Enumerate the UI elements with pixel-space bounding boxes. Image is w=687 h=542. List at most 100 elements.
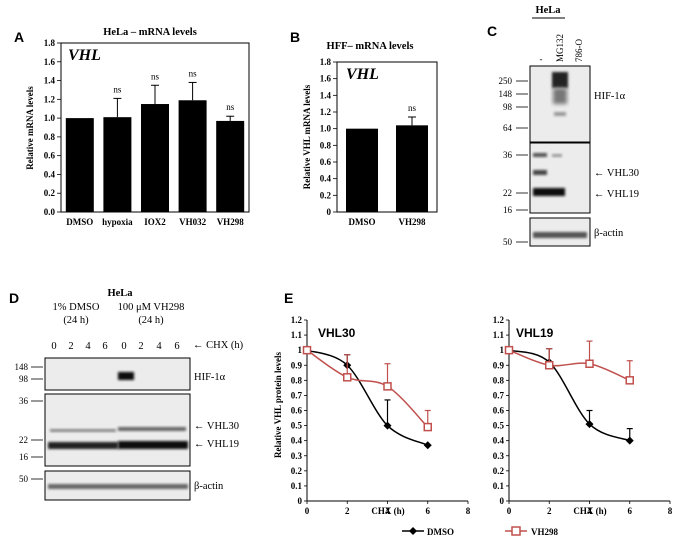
x-tick-label: 2 [547, 506, 552, 516]
chart-b-title: HFF– mRNA levels [327, 41, 414, 52]
blot-d-lane-label: 0 [121, 341, 126, 352]
blot-c-mw-16: 16 [503, 205, 513, 215]
x-tick-label: 4 [385, 506, 390, 516]
data-point [383, 421, 392, 430]
y-tick-label: 0 [500, 496, 505, 506]
blot-d-label-hif: HIF-1α [194, 372, 226, 383]
x-tick-label: 0 [507, 506, 512, 516]
x-tick-label: 4 [587, 506, 592, 516]
blot-c-mw-22: 22 [503, 188, 512, 198]
data-point [545, 361, 554, 370]
chart-b: VHL Relative VHL mRNA levels 0 0.2 0.4 0.6 0… [302, 57, 438, 227]
y-tick-label: 0.2 [44, 188, 56, 198]
x-tick-label: DMSO [349, 217, 376, 227]
chart-a-title: HeLa – mRNA levels [103, 27, 197, 38]
y-tick-label: 0.4 [291, 436, 303, 446]
y-tick-label: 0.6 [493, 406, 505, 416]
legend-dmso-marker [409, 527, 417, 535]
y-tick-label: 1.0 [320, 124, 332, 134]
blot-c-mw-98: 98 [503, 102, 513, 112]
y-tick-label: 0.4 [44, 169, 56, 179]
bar [65, 118, 94, 212]
blot-c-hif-smear [553, 88, 567, 104]
data-point [625, 436, 634, 445]
chart-e2-xlabel: CHX (h) [573, 506, 606, 516]
y-tick-label: 1 [500, 345, 505, 355]
y-tick-label: 1.8 [320, 57, 332, 67]
panel-label-b: B [290, 29, 300, 45]
blot-c: HeLa - MG132 786-O 250 148 98 64 36 22 1… [499, 5, 640, 247]
x-tick-label: 0 [305, 506, 310, 516]
data-point [302, 345, 312, 355]
y-tick-label: 1.1 [291, 330, 303, 340]
blot-c-vhl30-upper [533, 153, 547, 157]
blot-d-vhl30-vh298 [118, 427, 186, 431]
blot-c-mw-64: 64 [503, 123, 513, 133]
blot-d-label-actin: β-actin [194, 481, 224, 492]
x-tick-label: 6 [628, 506, 633, 516]
y-tick-label: 0.6 [320, 157, 332, 167]
y-tick-label: 0.1 [493, 481, 505, 491]
chart-b-ylabel: Relative VHL mRNA levels [302, 84, 312, 189]
panel-label-d: D [9, 290, 19, 306]
y-tick-label: 1.0 [44, 113, 56, 123]
panel-label-a: A [14, 29, 24, 45]
blot-d-vhl30-dmso [50, 429, 116, 432]
chart-e-legend: DMSO VH298 [402, 526, 559, 537]
blot-d-cell-line: HeLa [107, 288, 133, 299]
blot-d-mw-16: 16 [19, 452, 29, 462]
blot-c-vhl30-mg132 [552, 154, 562, 157]
data-point [585, 420, 594, 429]
chart-e2-inset-label: VHL19 [516, 326, 554, 340]
blot-c-hif-band-low [554, 112, 566, 116]
chart-e-vhl19: VHL19 CHX (h) 0 0.1 0.2 0.3 0.4 0.5 0.6 0.7 0.8 0… [493, 315, 673, 516]
blot-c-label-actin: β-actin [594, 228, 624, 239]
chart-b-inset-label: VHL [346, 66, 379, 83]
blot-c-label-hif: HIF-1α [594, 91, 626, 102]
blot-d-mw-22: 22 [19, 435, 28, 445]
chart-e1-xlabel: CHX (h) [371, 506, 404, 516]
blot-d-label-vhl19: ← VHL19 [194, 439, 239, 450]
blot-d-mw-98: 98 [19, 374, 29, 384]
y-tick-label: 1.8 [44, 38, 56, 48]
blot-c-actin-band [533, 232, 587, 238]
legend-dmso-label: DMSO [427, 527, 454, 537]
legend-vh298-label: VH298 [531, 527, 559, 537]
y-tick-label: 0.4 [320, 174, 332, 184]
y-tick-label: 1.6 [320, 74, 332, 84]
blot-d-condition-1-time: (24 h) [63, 315, 89, 326]
y-tick-label: 0.9 [493, 360, 505, 370]
y-tick-label: 0.2 [320, 190, 332, 200]
x-tick-label: DMSO [66, 217, 93, 227]
x-tick-label: 6 [426, 506, 431, 516]
blot-c-cell-line: HeLa [535, 5, 561, 16]
y-tick-label: 1.4 [320, 90, 332, 100]
y-tick-label: 0.7 [493, 390, 505, 400]
y-tick-label: 0.3 [493, 451, 505, 461]
significance-label: ns [151, 71, 160, 81]
blot-c-mw-36: 36 [503, 150, 513, 160]
y-tick-label: 0.2 [291, 466, 303, 476]
y-tick-label: 0.0 [44, 207, 56, 217]
blot-d-lane-label: 6 [102, 341, 107, 352]
blot-d-actin-band [48, 484, 188, 489]
blot-d-lane-label: 6 [174, 341, 179, 352]
blot-d-mw-ticks [31, 366, 43, 480]
blot-c-vhl30-band [533, 170, 547, 175]
y-tick-label: 0.1 [291, 481, 303, 491]
series-line [306, 349, 429, 446]
blot-c-mw-250: 250 [499, 76, 513, 86]
y-tick-label: 0.3 [291, 451, 303, 461]
chart-e-ylabel: Relative VHL protein levels [273, 352, 283, 458]
y-tick-label: 0.4 [493, 436, 505, 446]
blot-d-chx-label: ← CHX (h) [193, 340, 244, 351]
x-tick-label: 8 [466, 506, 471, 516]
bar [346, 128, 378, 212]
blot-d-vhl19-vh298 [118, 441, 188, 449]
chart-e1-inset-label: VHL30 [318, 326, 356, 340]
blot-c-mw-ticks [516, 80, 528, 243]
blot-c-label-vhl19: ← VHL19 [594, 189, 639, 200]
blot-d: HeLa 1% DMSO (24 h) 100 μM VH298 (24 h) … [15, 288, 244, 501]
